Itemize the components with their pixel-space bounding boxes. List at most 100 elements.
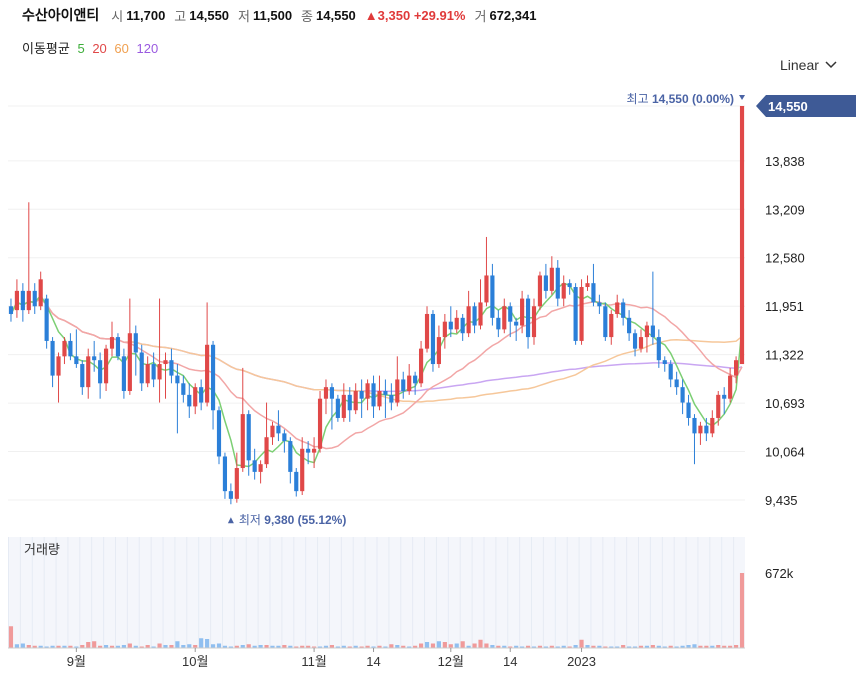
candle-body — [537, 275, 543, 307]
candle-body — [103, 348, 109, 384]
volume-grid-stripe — [685, 537, 687, 648]
volume-grid-stripe — [447, 537, 449, 648]
high-marker-icon — [739, 95, 746, 100]
close-label: 종 — [301, 8, 314, 24]
volume-bar — [591, 645, 596, 648]
candle-body — [615, 302, 620, 314]
volume-grid-stripe — [673, 537, 675, 648]
volume-bar — [74, 646, 79, 648]
ma-120-label[interactable]: 120 — [136, 41, 159, 56]
volume-grid-stripe — [388, 537, 390, 648]
volume-grid-stripe — [733, 537, 735, 648]
candle-body — [585, 283, 590, 288]
volume-bar — [638, 645, 644, 648]
x-tick-label: 2023 — [567, 654, 596, 669]
candle-body — [627, 317, 632, 334]
volume-bar — [228, 646, 233, 648]
scale-selector[interactable]: Linear — [780, 57, 837, 73]
candle-body — [549, 267, 554, 291]
candle-body — [246, 414, 251, 461]
candle-body — [520, 298, 525, 326]
volume-bar — [44, 646, 49, 648]
volume-grid-stripe — [364, 537, 366, 648]
ma-20-label[interactable]: 20 — [92, 41, 107, 56]
candle-body — [252, 460, 257, 472]
volume-bar — [650, 645, 655, 648]
candle-body — [692, 417, 697, 434]
candle-body — [359, 391, 364, 399]
volume-bar — [561, 645, 566, 648]
volume-grid-stripe — [542, 537, 544, 648]
candle-body — [300, 448, 305, 492]
candle-body — [632, 333, 638, 349]
ma-5-label[interactable]: 5 — [77, 41, 85, 56]
volume-bar — [442, 642, 447, 648]
candle-body — [8, 306, 14, 314]
volume-bar — [258, 645, 263, 648]
candle-body — [139, 352, 144, 384]
candle-body — [68, 340, 73, 357]
volume-grid-stripe — [721, 537, 723, 648]
candle-body — [240, 414, 245, 469]
volume-bar — [98, 645, 103, 648]
volume-grid-stripe — [138, 537, 140, 648]
candle-body — [442, 321, 447, 338]
candle-body — [288, 441, 293, 472]
volume-bar — [525, 645, 531, 648]
volume-bar — [597, 645, 602, 648]
candle-body — [205, 344, 210, 403]
candle-body — [407, 375, 412, 392]
volume-bar — [389, 644, 394, 648]
y-tick-label: 13,209 — [765, 202, 805, 217]
candle-body — [656, 337, 661, 361]
candle-body — [472, 306, 477, 326]
volume-bar — [656, 645, 661, 648]
volume-grid-stripe — [531, 537, 533, 648]
volume-grid-stripe — [626, 537, 628, 648]
volume-bar — [365, 645, 370, 648]
volume-bar — [407, 646, 412, 648]
candle-body — [525, 298, 531, 338]
volume-grid-stripe — [67, 537, 69, 648]
volume-bar — [264, 645, 269, 648]
volume-bar — [722, 645, 727, 648]
candle-body — [306, 448, 311, 453]
volume-bar — [383, 646, 388, 648]
volume-bar — [92, 641, 97, 648]
volume-bar — [335, 646, 340, 648]
volume-bar — [246, 644, 251, 648]
volume-bar — [205, 639, 210, 648]
volume-bar — [14, 644, 19, 648]
volume-grid-stripe — [162, 537, 164, 648]
low-label: 저 — [238, 8, 250, 24]
candle-body — [680, 387, 685, 403]
candle-body — [502, 306, 507, 330]
volume-grid-stripe — [281, 537, 283, 648]
volume-bar — [395, 645, 400, 648]
candle-body — [199, 387, 204, 403]
volume-bar — [579, 639, 584, 648]
volume-bar — [632, 646, 638, 648]
volume-bar — [454, 643, 459, 648]
volume-bar — [353, 645, 358, 648]
volume-grid-stripe — [614, 537, 616, 648]
volume-bar — [615, 646, 620, 648]
x-tick-label: 14 — [503, 654, 517, 669]
ma-60-label[interactable]: 60 — [114, 41, 129, 56]
x-tick-label: 14 — [366, 654, 380, 669]
volume-grid-stripe — [221, 537, 223, 648]
volume-bar — [240, 645, 245, 648]
y-tick-label: 12,580 — [765, 251, 805, 266]
candle-body — [341, 394, 346, 418]
volume-grid-stripe — [126, 537, 128, 648]
ma-60-line — [10, 297, 743, 403]
volume-bar — [472, 643, 477, 648]
volume-bar — [549, 645, 554, 648]
volume-bar — [181, 645, 186, 648]
volume-bar — [644, 645, 650, 648]
candle-body — [14, 290, 19, 311]
volume-bar — [609, 646, 614, 648]
candle-body — [722, 394, 727, 399]
volume-bar — [728, 645, 733, 648]
